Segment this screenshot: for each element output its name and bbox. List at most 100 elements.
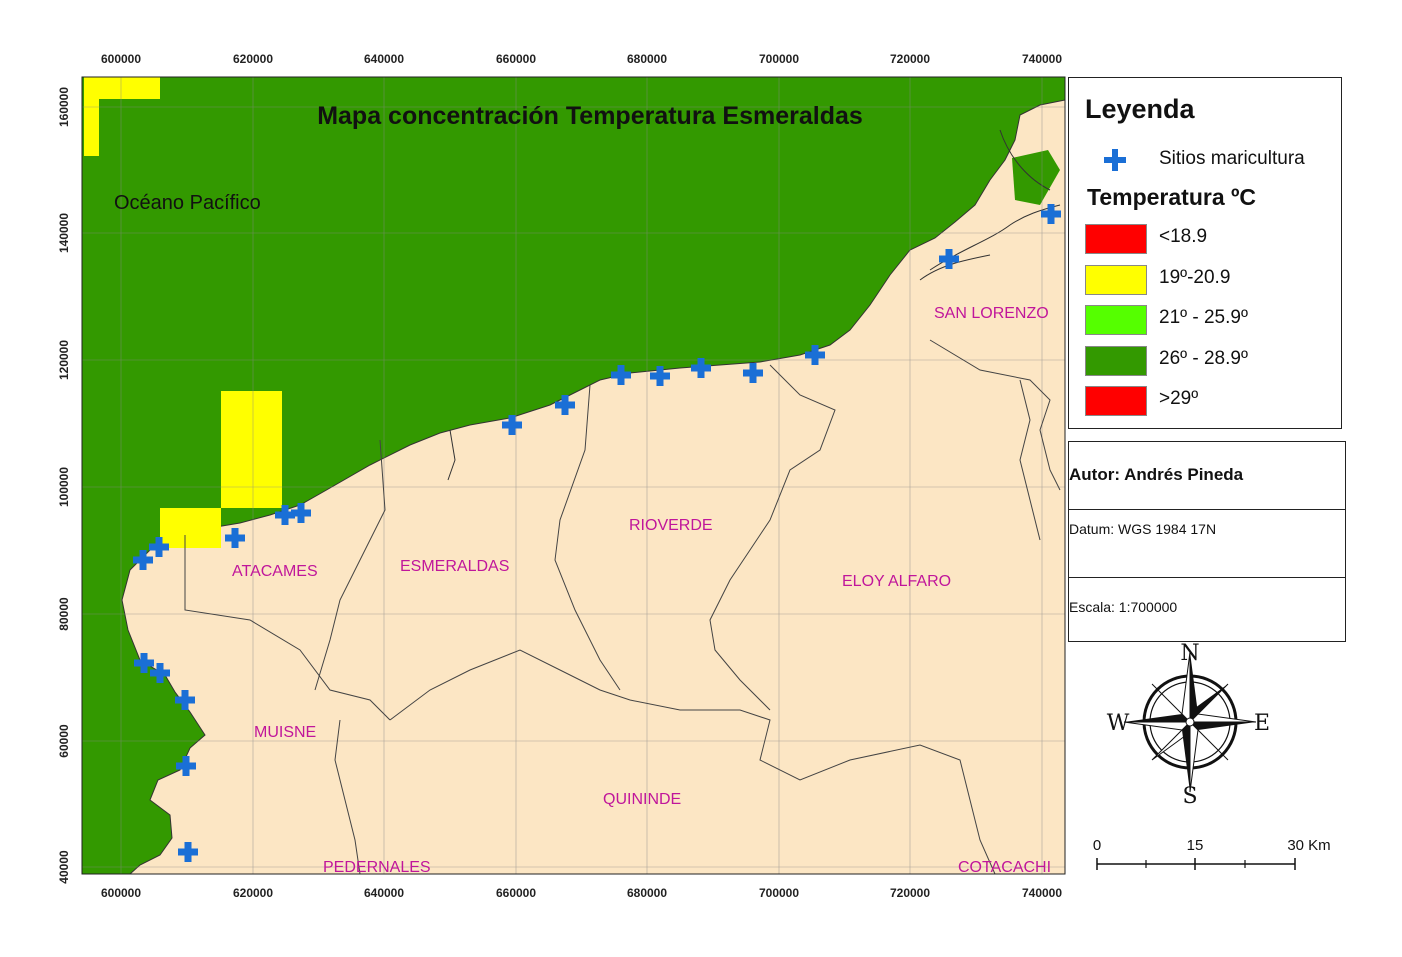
site-marker-icon (502, 415, 522, 435)
region-label-esmeraldas: ESMERALDAS (400, 558, 509, 575)
graticule (82, 77, 1065, 874)
x-tick-label: 640000 (364, 886, 404, 900)
site-marker-icon (176, 756, 196, 776)
x-tick-label: 720000 (890, 886, 930, 900)
x-tick-label: 600000 (101, 886, 141, 900)
x-tick-label: 680000 (627, 52, 667, 66)
datum-row: Datum: WGS 1984 17N (1069, 510, 1345, 578)
compass-w: W (1107, 711, 1130, 736)
site-marker-icon (149, 537, 169, 557)
x-tick-label: 700000 (759, 52, 799, 66)
site-marker-icon (555, 395, 575, 415)
site-marker-icon (939, 249, 959, 269)
legend-panel: Leyenda Sitios maricultura Temperatura º… (1068, 77, 1342, 429)
region-label-eloy-alfaro: ELOY ALFARO (842, 573, 951, 590)
region-label-muisne: MUISNE (254, 724, 316, 741)
warm-patch (84, 77, 160, 99)
site-marker-icon (150, 663, 170, 683)
scale-label-15: 15 (1187, 837, 1204, 854)
y-tick-label: 160000 (57, 87, 71, 127)
region-label-pedernales: PEDERNALES (323, 859, 431, 876)
site-marker-icon (175, 690, 195, 710)
legend-swatch (1085, 386, 1147, 416)
legend-class-label: 19º-20.9 (1159, 267, 1231, 288)
north-arrow-compass: N S E W (1107, 641, 1270, 809)
x-tick-label: 720000 (890, 52, 930, 66)
legend-class-label: 26º - 28.9º (1159, 348, 1248, 369)
x-axis-bottom: 600000 620000 640000 660000 680000 70000… (101, 886, 1062, 900)
x-axis-top: 600000 620000 640000 660000 680000 70000… (101, 52, 1062, 66)
y-tick-label: 100000 (57, 467, 71, 507)
compass-e: E (1254, 711, 1270, 736)
author-row: Autor: Andrés Pineda (1069, 442, 1345, 510)
site-marker-icon (1041, 204, 1061, 224)
x-tick-label: 740000 (1022, 886, 1062, 900)
y-tick-label: 60000 (57, 724, 71, 758)
x-tick-label: 700000 (759, 886, 799, 900)
map-info-panel: Autor: Andrés Pineda Datum: WGS 1984 17N… (1068, 441, 1346, 642)
region-label-cotacachi: COTACACHI (958, 859, 1051, 876)
legend-sites-label: Sitios maricultura (1159, 148, 1305, 169)
y-tick-label: 40000 (57, 850, 71, 884)
scale-label-30: 30 Km (1287, 837, 1330, 854)
scale-bar: 0 15 30 Km (1093, 837, 1331, 870)
scale-row: Escala: 1:700000 (1069, 578, 1345, 643)
site-marker-icon (691, 358, 711, 378)
legend-class-label: <18.9 (1159, 226, 1208, 247)
legend-title: Leyenda (1085, 94, 1195, 124)
map-frame (81, 76, 1066, 875)
mariculture-sites (133, 204, 1061, 862)
legend-swatch (1085, 224, 1147, 254)
site-marker-icon (611, 365, 631, 385)
site-marker-icon (275, 505, 295, 525)
legend-temperature-title: Temperatura ºC (1087, 184, 1257, 210)
legend-swatch (1085, 346, 1147, 376)
scale-label: Escala: 1:700000 (1069, 599, 1178, 615)
x-tick-label: 680000 (627, 886, 667, 900)
map-title: Mapa concentración Temperatura Esmeralda… (317, 102, 863, 130)
y-tick-label: 120000 (57, 340, 71, 380)
municipal-boundaries (184, 339, 1061, 875)
x-tick-label: 600000 (101, 52, 141, 66)
datum-label: Datum: WGS 1984 17N (1069, 521, 1217, 537)
legend-class-label: >29º (1159, 388, 1199, 409)
site-marker-icon (291, 503, 311, 523)
y-tick-label: 80000 (57, 597, 71, 631)
river-line (999, 129, 1051, 191)
region-label-atacames: ATACAMES (232, 563, 318, 580)
site-marker-icon (225, 528, 245, 548)
region-label-rioverde: RIOVERDE (629, 517, 713, 534)
y-axis-left: 160000 140000 120000 100000 80000 60000 … (57, 87, 71, 884)
site-marker-icon (650, 366, 670, 386)
legend-class-label: 21º - 25.9º (1159, 307, 1248, 328)
site-marker-icon (133, 550, 153, 570)
legend-swatch (1085, 305, 1147, 335)
x-tick-label: 740000 (1022, 52, 1062, 66)
site-marker-icon (743, 363, 763, 383)
x-tick-label: 620000 (233, 886, 273, 900)
warm-patch (160, 508, 221, 548)
scale-label-0: 0 (1093, 837, 1101, 854)
warm-patch (84, 99, 99, 156)
site-marker-icon (805, 345, 825, 365)
site-marker-icon (134, 653, 154, 673)
y-tick-label: 140000 (57, 213, 71, 253)
region-label-quininde: QUININDE (603, 791, 681, 808)
region-label-san-lorenzo: SAN LORENZO (934, 305, 1049, 322)
legend-swatch (1085, 265, 1147, 295)
site-marker-icon (1104, 149, 1126, 171)
ocean-label: Océano Pacífico (114, 192, 261, 214)
x-tick-label: 660000 (496, 886, 536, 900)
river-line (919, 254, 991, 281)
x-tick-label: 660000 (496, 52, 536, 66)
river-line (447, 429, 456, 481)
site-marker-icon (178, 842, 198, 862)
north-estuary-patch (1012, 150, 1060, 205)
compass-n: N (1180, 641, 1199, 666)
x-tick-label: 640000 (364, 52, 404, 66)
author-label: Autor: Andrés Pineda (1069, 465, 1244, 484)
warm-patch (221, 391, 282, 508)
x-tick-label: 620000 (233, 52, 273, 66)
compass-s: S (1182, 784, 1197, 809)
